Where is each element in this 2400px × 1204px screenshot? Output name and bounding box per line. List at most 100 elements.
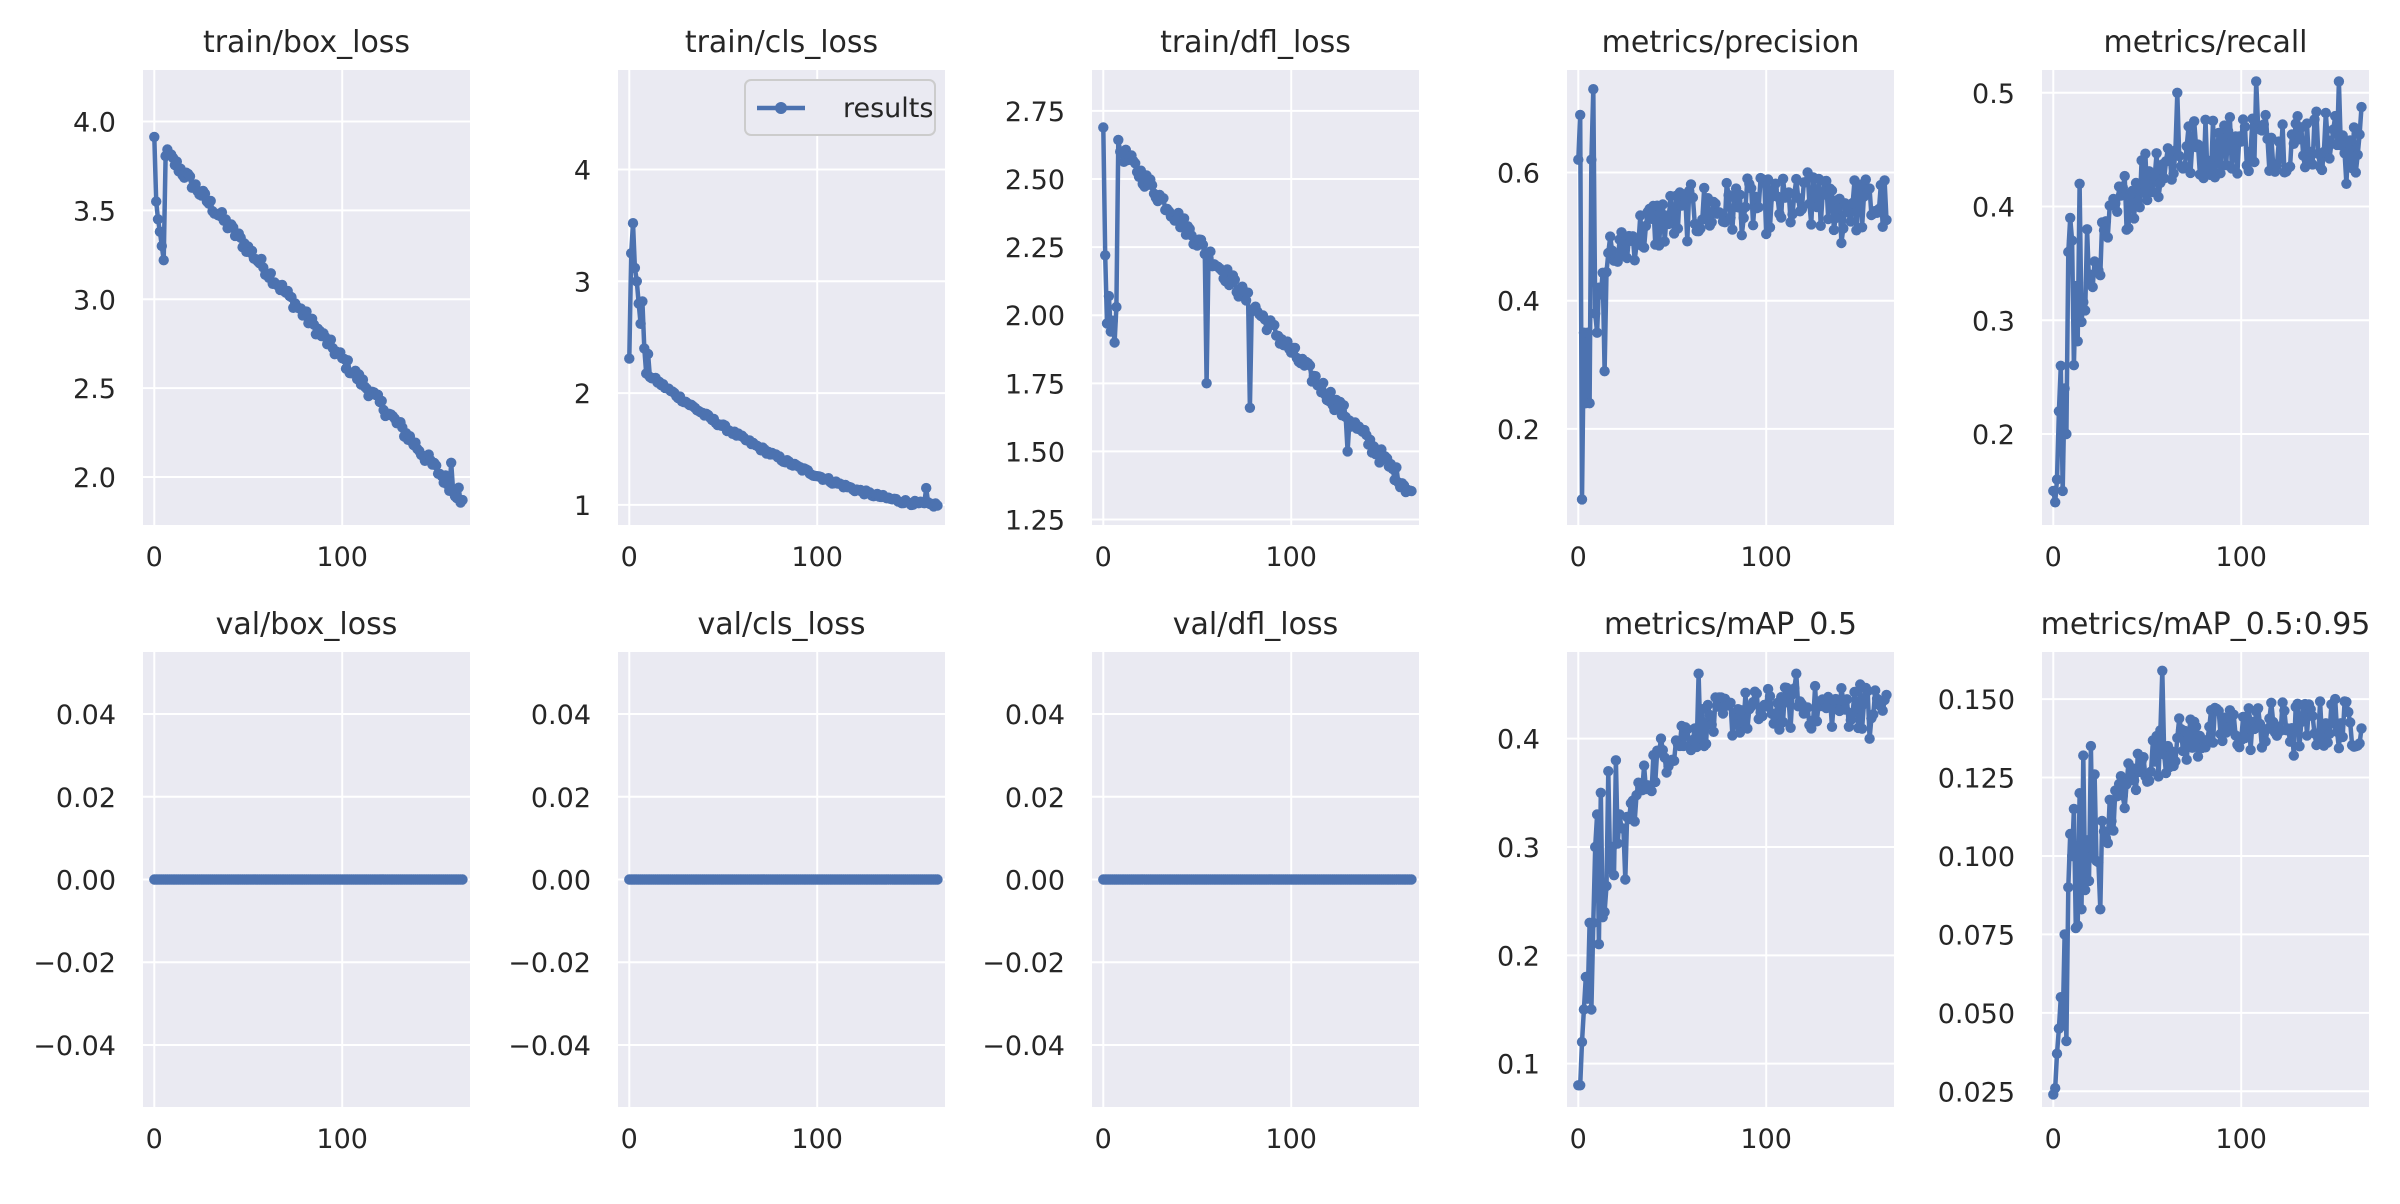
data-point <box>2119 170 2130 182</box>
data-point <box>1685 179 1697 190</box>
y-tick-label: 2 <box>574 379 591 410</box>
y-tick-label: 0.04 <box>1005 700 1065 731</box>
data-point <box>2187 742 2198 753</box>
data-point <box>2292 111 2303 122</box>
data-point <box>1605 231 1616 242</box>
data-point <box>1710 198 1721 209</box>
data-point <box>2307 710 2318 722</box>
data-point <box>1806 723 1817 734</box>
data-point <box>2314 696 2326 707</box>
panel-val-dfl-loss: val/dfl_loss 0 100 0.04 0.02 0.00 −0.02 −0.04 <box>982 607 1419 1155</box>
data-point <box>2196 141 2207 152</box>
y-tick-label: 4 <box>574 155 591 186</box>
data-point <box>2316 164 2328 176</box>
data-point <box>1655 733 1667 744</box>
data-point <box>635 318 646 329</box>
y-tick-label: 0.025 <box>1938 1077 2015 1108</box>
data-point <box>2252 703 2264 714</box>
data-point <box>2074 788 2085 799</box>
data-point <box>1586 154 1597 165</box>
y-tick-label: 0.050 <box>1938 999 2015 1030</box>
x-tick-label: 100 <box>316 542 368 573</box>
data-point <box>2328 718 2339 729</box>
data-point <box>2127 185 2138 197</box>
data-point <box>151 196 162 207</box>
data-point <box>1667 206 1678 217</box>
data-point <box>1590 841 1601 853</box>
data-point <box>2185 167 2196 179</box>
y-tick-label: 0.150 <box>1938 685 2015 716</box>
data-point <box>2345 717 2356 728</box>
y-tick-label: 0.075 <box>1938 920 2015 951</box>
data-point <box>2130 177 2142 189</box>
data-point <box>2222 125 2234 137</box>
panel-metrics-map-0-5: metrics/mAP_0.5 0 100 0.4 0.3 0.2 0.1 <box>1497 607 1894 1155</box>
data-point <box>1606 245 1618 256</box>
data-point <box>2260 736 2271 747</box>
panel-title: train/dfl_loss <box>1160 25 1351 60</box>
data-point <box>1406 874 1417 885</box>
data-point <box>1879 175 1890 186</box>
legend-box <box>744 79 936 136</box>
data-point <box>1599 366 1610 377</box>
data-point <box>1864 733 1875 744</box>
data-point <box>1304 360 1316 371</box>
panel-val-cls-loss: val/cls_loss 0 100 0.04 0.02 0.00 −0.02 −0.04 <box>508 607 945 1155</box>
data-point <box>446 457 457 468</box>
data-point <box>2168 168 2179 179</box>
data-point <box>2115 190 2127 201</box>
data-point <box>1802 702 1813 713</box>
data-point <box>1111 301 1122 313</box>
data-point <box>2108 825 2119 836</box>
data-point <box>1601 880 1612 892</box>
data-point <box>1205 246 1216 257</box>
data-point <box>2172 87 2183 99</box>
data-point <box>1791 668 1802 679</box>
data-point <box>2277 119 2288 130</box>
data-point <box>1699 182 1710 194</box>
data-point <box>1668 755 1680 766</box>
data-point <box>2311 106 2322 117</box>
data-point <box>2068 360 2080 371</box>
data-point <box>631 276 642 287</box>
x-tick-label: 0 <box>146 542 163 573</box>
data-point <box>1588 84 1599 95</box>
data-point <box>1693 668 1704 679</box>
x-tick-label: 100 <box>1265 1124 1317 1155</box>
data-point <box>2149 756 2160 767</box>
data-point <box>2059 929 2070 940</box>
data-point <box>453 482 464 493</box>
data-point <box>2087 281 2098 293</box>
data-point <box>2138 752 2149 763</box>
data-point <box>2170 756 2181 767</box>
data-point <box>1749 191 1761 202</box>
series-points <box>149 131 468 508</box>
data-point <box>2181 754 2192 765</box>
series-points <box>2048 665 2367 1100</box>
y-tick-label: 2.25 <box>1005 233 1065 264</box>
data-point <box>1751 688 1763 699</box>
data-point <box>2057 485 2068 497</box>
data-point <box>457 874 468 885</box>
data-point <box>1612 838 1623 849</box>
data-point <box>1638 760 1650 771</box>
data-point <box>2057 1020 2068 1031</box>
data-point <box>1843 207 1855 218</box>
data-point <box>2100 216 2112 227</box>
data-point <box>1100 250 1111 261</box>
data-point <box>1672 223 1684 234</box>
data-point <box>1197 239 1209 250</box>
data-point <box>2063 882 2074 893</box>
data-point <box>2081 835 2093 846</box>
y-tick-label: 3.5 <box>73 196 116 227</box>
series-points <box>1098 122 1417 498</box>
data-point <box>1695 223 1706 234</box>
data-point <box>2053 406 2065 417</box>
data-point <box>2128 213 2140 224</box>
y-tick-label: 0.4 <box>1497 725 1540 756</box>
data-point <box>1881 689 1892 701</box>
data-point <box>2284 161 2296 172</box>
data-point <box>1706 217 1717 228</box>
series-points <box>149 874 468 885</box>
data-point <box>1629 255 1640 266</box>
